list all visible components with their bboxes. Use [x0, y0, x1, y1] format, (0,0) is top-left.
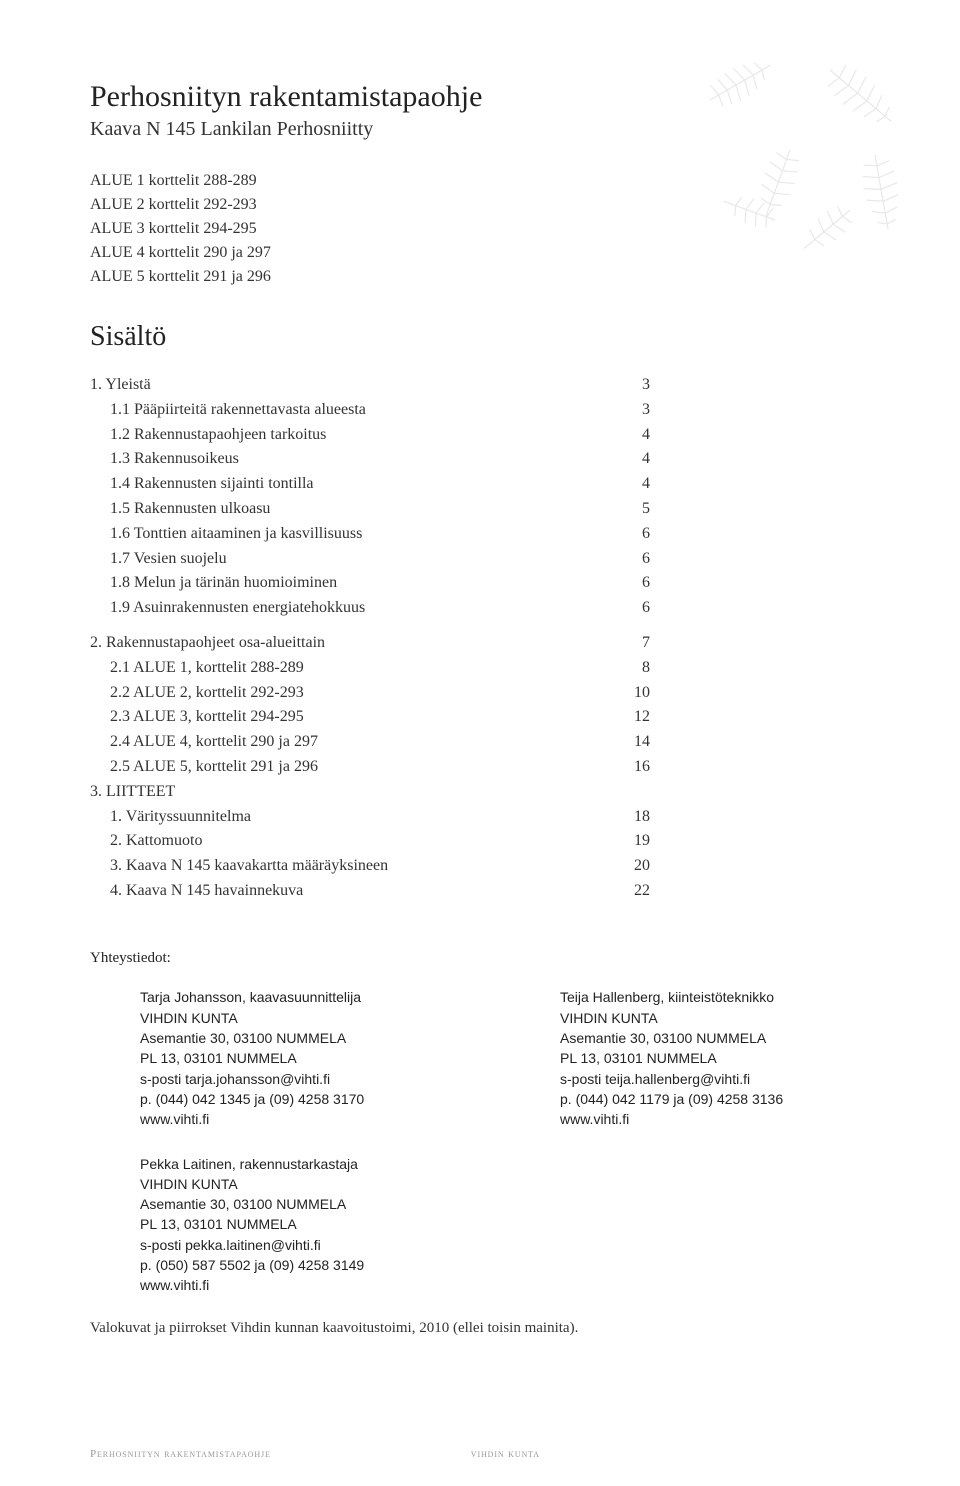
toc-label: 2.4 ALUE 4, korttelit 290 ja 297 — [110, 730, 610, 755]
contact-line: PL 13, 03101 NUMMELA — [140, 1214, 460, 1234]
toc-row: 3. Kaava N 145 kaavakartta määräyksineen… — [90, 854, 650, 879]
contacts-section: Yhteystiedot: Tarja Johansson, kaavasuun… — [90, 948, 870, 1296]
contact-line: Teija Hallenberg, kiinteistöteknikko — [560, 987, 870, 1007]
table-of-contents: 1. Yleistä31.1 Pääpiirteitä rakennettava… — [90, 373, 870, 904]
contact-line: VIHDIN KUNTA — [560, 1008, 870, 1028]
toc-row: 2.4 ALUE 4, korttelit 290 ja 29714 — [90, 730, 650, 755]
contact-line: PL 13, 03101 NUMMELA — [140, 1048, 450, 1068]
toc-page: 4 — [610, 447, 650, 472]
toc-page: 6 — [610, 571, 650, 596]
toc-page: 6 — [610, 596, 650, 621]
toc-row: 1.2 Rakennustapaohjeen tarkoitus4 — [90, 423, 650, 448]
toc-page: 3 — [610, 398, 650, 423]
footer-left: Perhosniityn rakentamistapaohje — [90, 1448, 271, 1460]
toc-label: 2.2 ALUE 2, korttelit 292-293 — [110, 681, 610, 706]
toc-label: 1.8 Melun ja tärinän huomioiminen — [110, 571, 610, 596]
photo-credit: Valokuvat ja piirrokset Vihdin kunnan ka… — [90, 1320, 870, 1337]
toc-label: 4. Kaava N 145 havainnekuva — [110, 879, 610, 904]
toc-row: 2. Kattomuoto19 — [90, 829, 650, 854]
contacts-heading: Yhteystiedot: — [90, 948, 870, 970]
toc-page: 16 — [610, 755, 650, 780]
contact-line: www.vihti.fi — [560, 1109, 870, 1129]
toc-page: 7 — [610, 631, 650, 656]
toc-row: 1.6 Tonttien aitaaminen ja kasvillisuuss… — [90, 522, 650, 547]
toc-page: 4 — [610, 472, 650, 497]
contact-line: VIHDIN KUNTA — [140, 1008, 450, 1028]
contact-block: Teija Hallenberg, kiinteistöteknikkoVIHD… — [560, 987, 870, 1129]
toc-row: 1.3 Rakennusoikeus4 — [90, 447, 650, 472]
toc-label: 2.3 ALUE 3, korttelit 294-295 — [110, 705, 610, 730]
toc-row: 1.9 Asuinrakennusten energiatehokkuus6 — [90, 596, 650, 621]
contact-line: Pekka Laitinen, rakennustarkastaja — [140, 1154, 460, 1174]
toc-page: 18 — [610, 805, 650, 830]
contact-line: Asemantie 30, 03100 NUMMELA — [140, 1194, 460, 1214]
toc-page — [610, 780, 650, 805]
toc-row: 2.2 ALUE 2, korttelit 292-29310 — [90, 681, 650, 706]
contact-line: www.vihti.fi — [140, 1109, 450, 1129]
toc-page: 3 — [610, 373, 650, 398]
toc-page: 10 — [610, 681, 650, 706]
toc-page: 6 — [610, 522, 650, 547]
toc-label: 2. Kattomuoto — [110, 829, 610, 854]
toc-page: 19 — [610, 829, 650, 854]
toc-heading: Sisältö — [90, 321, 870, 353]
toc-row: 1.1 Pääpiirteitä rakennettavasta alueest… — [90, 398, 650, 423]
toc-label: 3. Kaava N 145 kaavakartta määräyksineen — [110, 854, 610, 879]
toc-row: 2.1 ALUE 1, korttelit 288-2898 — [90, 656, 650, 681]
toc-row: 4. Kaava N 145 havainnekuva22 — [90, 879, 650, 904]
toc-row: 1.5 Rakennusten ulkoasu5 — [90, 497, 650, 522]
contact-line: p. (044) 042 1345 ja (09) 4258 3170 — [140, 1089, 450, 1109]
contact-line: VIHDIN KUNTA — [140, 1174, 460, 1194]
toc-row: 1.4 Rakennusten sijainti tontilla4 — [90, 472, 650, 497]
contact-block: Pekka Laitinen, rakennustarkastajaVIHDIN… — [140, 1154, 460, 1296]
toc-page: 12 — [610, 705, 650, 730]
footer-right: vihdin kunta — [471, 1448, 540, 1460]
toc-row: 2.5 ALUE 5, korttelit 291 ja 29616 — [90, 755, 650, 780]
toc-label: 2.5 ALUE 5, korttelit 291 ja 296 — [110, 755, 610, 780]
toc-label: 1. Yleistä — [90, 373, 610, 398]
toc-page: 22 — [610, 879, 650, 904]
contact-line: p. (044) 042 1179 ja (09) 4258 3136 — [560, 1089, 870, 1109]
toc-row: 1. Värityssuunnitelma18 — [90, 805, 650, 830]
toc-row: 1.7 Vesien suojelu6 — [90, 547, 650, 572]
toc-row: 2. Rakennustapaohjeet osa-alueittain7 — [90, 631, 650, 656]
toc-label: 3. LIITTEET — [90, 780, 610, 805]
toc-label: 1.2 Rakennustapaohjeen tarkoitus — [110, 423, 610, 448]
toc-page: 8 — [610, 656, 650, 681]
page-footer: Perhosniityn rakentamistapaohje vihdin k… — [90, 1448, 870, 1460]
contact-line: s-posti tarja.johansson@vihti.fi — [140, 1069, 450, 1089]
toc-label: 1.5 Rakennusten ulkoasu — [110, 497, 610, 522]
toc-row: 2.3 ALUE 3, korttelit 294-29512 — [90, 705, 650, 730]
toc-page: 14 — [610, 730, 650, 755]
fern-decoration-icon — [660, 30, 920, 290]
toc-row: 3. LIITTEET — [90, 780, 650, 805]
contact-line: www.vihti.fi — [140, 1275, 460, 1295]
contact-line: p. (050) 587 5502 ja (09) 4258 3149 — [140, 1255, 460, 1275]
toc-label: 2. Rakennustapaohjeet osa-alueittain — [90, 631, 610, 656]
contact-line: Asemantie 30, 03100 NUMMELA — [140, 1028, 450, 1048]
contact-block: Tarja Johansson, kaavasuunnittelijaVIHDI… — [140, 987, 450, 1129]
toc-page: 20 — [610, 854, 650, 879]
toc-label: 1.3 Rakennusoikeus — [110, 447, 610, 472]
toc-label: 1.6 Tonttien aitaaminen ja kasvillisuuss — [110, 522, 610, 547]
contact-line: s-posti teija.hallenberg@vihti.fi — [560, 1069, 870, 1089]
toc-label: 1.7 Vesien suojelu — [110, 547, 610, 572]
toc-label: 1. Värityssuunnitelma — [110, 805, 610, 830]
toc-page: 6 — [610, 547, 650, 572]
contact-line: PL 13, 03101 NUMMELA — [560, 1048, 870, 1068]
contact-line: Asemantie 30, 03100 NUMMELA — [560, 1028, 870, 1048]
toc-label: 2.1 ALUE 1, korttelit 288-289 — [110, 656, 610, 681]
toc-label: 1.4 Rakennusten sijainti tontilla — [110, 472, 610, 497]
contact-line: s-posti pekka.laitinen@vihti.fi — [140, 1235, 460, 1255]
toc-page: 5 — [610, 497, 650, 522]
toc-page: 4 — [610, 423, 650, 448]
toc-label: 1.1 Pääpiirteitä rakennettavasta alueest… — [110, 398, 610, 423]
toc-row: 1.8 Melun ja tärinän huomioiminen6 — [90, 571, 650, 596]
toc-row: 1. Yleistä3 — [90, 373, 650, 398]
contact-line: Tarja Johansson, kaavasuunnittelija — [140, 987, 450, 1007]
toc-label: 1.9 Asuinrakennusten energiatehokkuus — [110, 596, 610, 621]
